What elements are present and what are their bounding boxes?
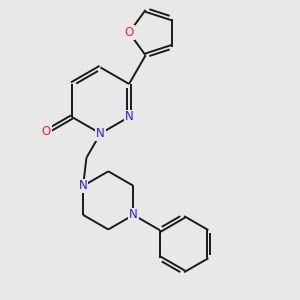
Text: N: N bbox=[96, 127, 105, 140]
Text: N: N bbox=[79, 179, 88, 192]
Text: N: N bbox=[129, 208, 138, 221]
Text: O: O bbox=[124, 26, 134, 39]
Text: O: O bbox=[41, 125, 51, 138]
Text: N: N bbox=[125, 110, 134, 124]
